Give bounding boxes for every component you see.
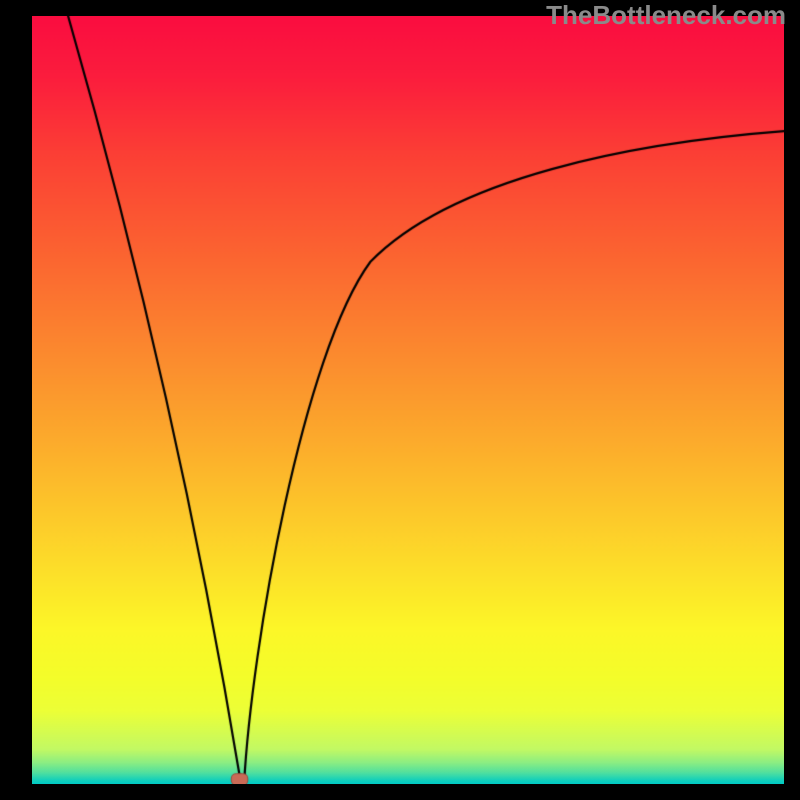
plot-area <box>32 16 784 784</box>
optimum-marker <box>32 16 784 784</box>
chart-frame: TheBottleneck.com <box>0 0 800 800</box>
watermark-label: TheBottleneck.com <box>546 0 786 31</box>
